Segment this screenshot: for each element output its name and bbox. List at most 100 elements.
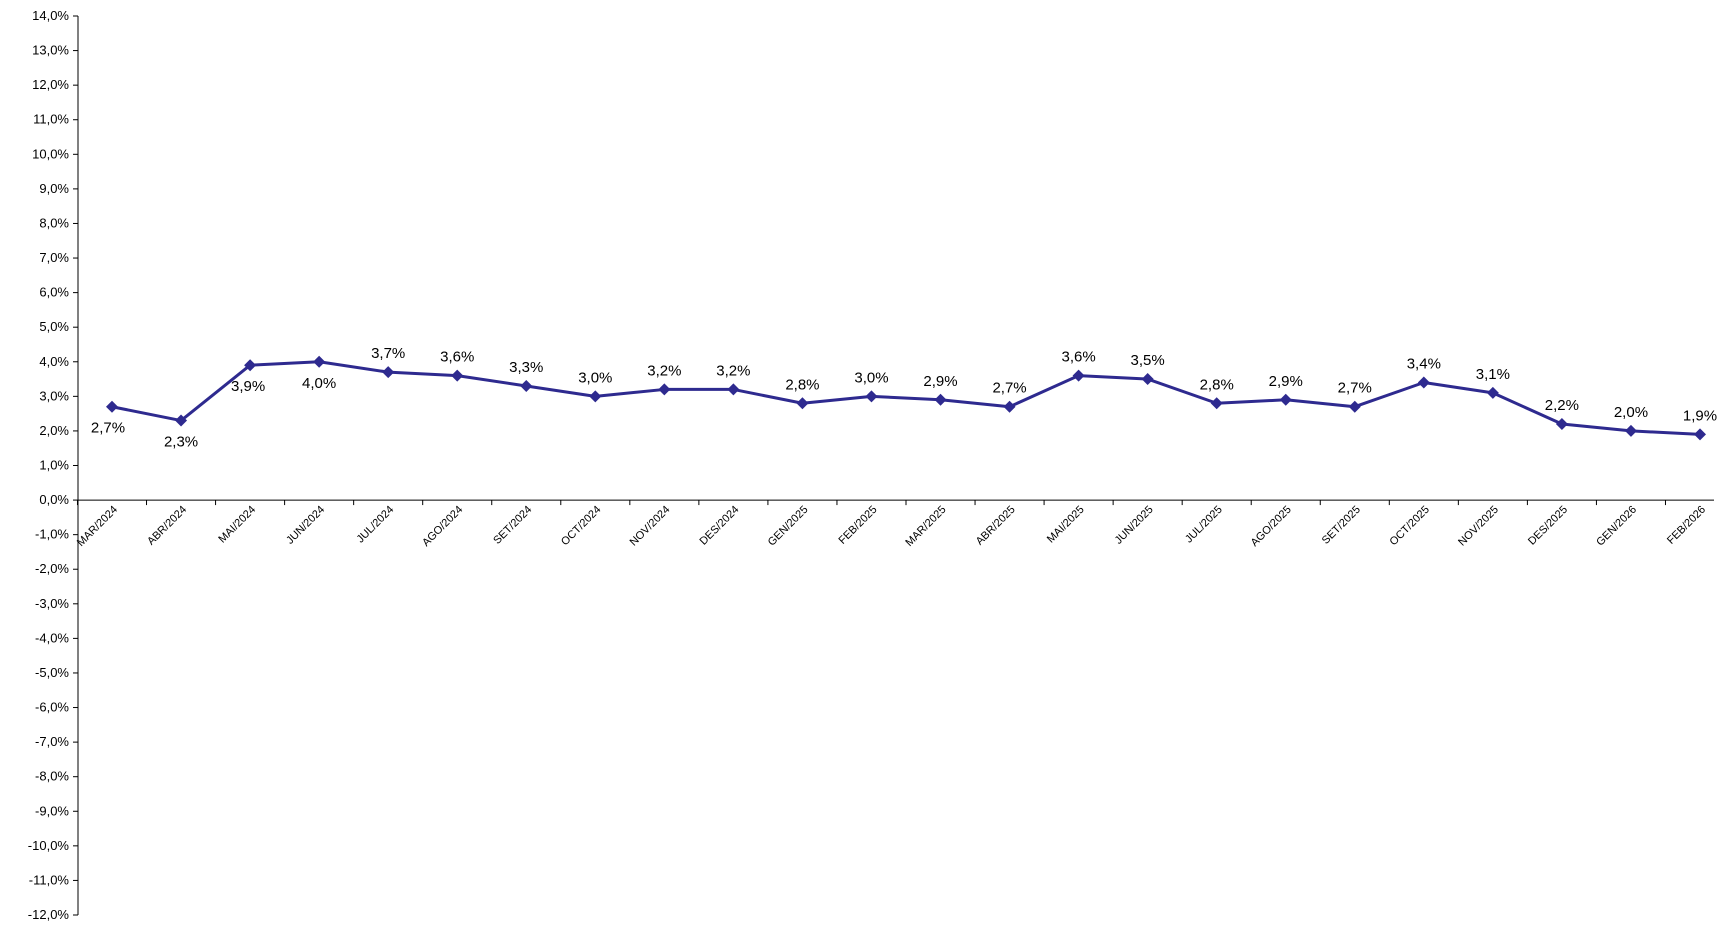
y-tick-label: 6,0%: [39, 285, 69, 300]
data-labels: 2,7% 2,3% 3,9% 4,0% 3,7% 3,6% 3,3% 3,0% 3,2% 3,2%…: [91, 345, 1717, 450]
x-tick-label: OCT/2025: [1388, 504, 1432, 548]
y-tick-label: 2,0%: [39, 423, 69, 438]
x-tick-label: GEN/2025: [766, 504, 811, 549]
y-tick-label: 5,0%: [39, 319, 69, 334]
y-tick-label: -5,0%: [35, 665, 69, 680]
data-point-marker: [934, 393, 947, 406]
y-tick-label: -6,0%: [35, 700, 69, 715]
data-point-marker: [1003, 400, 1016, 413]
data-point-marker: [313, 355, 326, 368]
data-point-marker: [1141, 373, 1154, 386]
y-tick-label: -11,0%: [29, 872, 70, 887]
y-tick-label: 13,0%: [32, 43, 69, 58]
data-label: 2,7%: [91, 420, 125, 437]
series-layer: [106, 355, 1706, 441]
x-tick-label: FEB/2025: [837, 504, 880, 547]
y-tick-label: -4,0%: [35, 630, 69, 645]
data-point-marker: [1486, 386, 1499, 399]
x-tick-label: GEN/2026: [1594, 504, 1639, 549]
data-label: 2,7%: [1338, 380, 1372, 397]
data-point-marker: [1417, 376, 1430, 389]
data-point-marker: [1348, 400, 1361, 413]
x-tick-label: AGO/2025: [1249, 504, 1294, 549]
data-label: 3,2%: [647, 362, 681, 379]
x-tick-label: NOV/2024: [628, 504, 673, 549]
data-point-marker: [106, 400, 118, 413]
data-label: 2,7%: [992, 380, 1026, 397]
y-tick-label: -2,0%: [35, 561, 69, 576]
data-point-marker: [589, 390, 602, 403]
data-label: 3,6%: [1062, 349, 1096, 366]
data-point-marker: [1694, 428, 1706, 441]
y-tick-label: -12,0%: [28, 907, 70, 922]
x-tick-label: SET/2025: [1320, 504, 1363, 547]
x-tick-label: FEB/2026: [1665, 504, 1708, 547]
data-label: 2,8%: [785, 376, 819, 393]
data-point-marker: [520, 379, 533, 392]
data-point-marker: [1279, 393, 1292, 406]
x-tick-label: JUL/2024: [355, 504, 397, 546]
x-tick-label: DES/2025: [1526, 504, 1570, 548]
data-point-marker: [727, 383, 740, 396]
y-tick-label: 0,0%: [39, 492, 69, 507]
y-tick-label: -10,0%: [28, 838, 70, 853]
x-tick-label: OCT/2024: [559, 504, 603, 548]
x-tick-label: SET/2024: [491, 504, 534, 547]
data-label: 3,1%: [1476, 366, 1510, 383]
data-label: 2,3%: [164, 434, 198, 451]
x-tick-label: NOV/2025: [1456, 504, 1501, 549]
data-label: 3,0%: [854, 369, 888, 386]
y-tick-label: -1,0%: [35, 527, 69, 542]
x-tick-label: ABR/2024: [145, 504, 189, 548]
data-point-marker: [451, 369, 464, 382]
data-label: 2,0%: [1614, 404, 1648, 421]
y-tick-label: 14,0%: [32, 8, 69, 23]
data-label: 3,5%: [1131, 352, 1165, 369]
x-tick-label: MAR/2025: [903, 504, 948, 549]
data-point-marker: [244, 359, 257, 372]
data-label: 3,7%: [371, 345, 405, 362]
data-point-marker: [382, 366, 395, 379]
x-tick-label: DES/2024: [698, 504, 742, 548]
data-point-marker: [1555, 418, 1568, 431]
y-tick-label: 7,0%: [39, 250, 69, 265]
x-tick-label: JUL/2025: [1183, 504, 1225, 546]
y-tick-label: -3,0%: [35, 596, 69, 611]
x-tick-label: JUN/2024: [284, 504, 327, 547]
y-tick-label: -7,0%: [35, 734, 69, 749]
data-point-marker: [175, 414, 188, 427]
data-point-marker: [1210, 397, 1223, 410]
data-label: 3,6%: [440, 349, 474, 366]
y-tick-label: 9,0%: [39, 181, 69, 196]
y-tick-label: -8,0%: [35, 769, 69, 784]
y-tick-label: 1,0%: [39, 458, 69, 473]
x-tick-label: ABR/2025: [974, 504, 1018, 548]
x-tick-label: MAI/2024: [216, 504, 258, 546]
data-label: 3,3%: [509, 359, 543, 376]
data-point-marker: [865, 390, 878, 403]
y-tick-label: 3,0%: [39, 388, 69, 403]
x-tick-label: MAR/2024: [75, 504, 120, 549]
data-label: 1,9%: [1683, 407, 1717, 424]
series-line: [111, 360, 1701, 436]
data-label: 3,0%: [578, 369, 612, 386]
data-label: 2,8%: [1200, 376, 1234, 393]
y-tick-label: 4,0%: [39, 354, 69, 369]
data-label: 2,2%: [1545, 397, 1579, 414]
data-label: 2,9%: [923, 373, 957, 390]
data-point-marker: [658, 383, 671, 396]
y-tick-label: 10,0%: [32, 146, 69, 161]
x-axis: MAR/2024 ABR/2024 MAI/2024 JUN/2024 JUL/2024…: [75, 499, 1714, 549]
data-label: 4,0%: [302, 375, 336, 392]
x-tick-label: MAI/2025: [1045, 504, 1087, 546]
data-label: 2,9%: [1269, 373, 1303, 390]
data-point-marker: [1624, 424, 1637, 437]
y-axis: 14,0% 13,0% 12,0% 11,0% 10,0% 9,0% 8,0% 7,0% 6,0…: [28, 8, 79, 922]
data-point-marker: [1072, 369, 1085, 382]
x-tick-label: AGO/2024: [420, 504, 465, 549]
y-tick-label: -9,0%: [35, 803, 69, 818]
data-label: 3,4%: [1407, 356, 1441, 373]
y-tick-label: 8,0%: [39, 215, 69, 230]
